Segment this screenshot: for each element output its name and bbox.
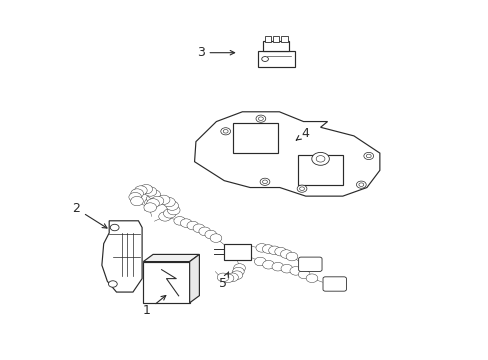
Circle shape [271,262,283,271]
Text: 4: 4 [296,127,309,140]
Circle shape [180,219,192,228]
FancyBboxPatch shape [323,277,346,291]
Circle shape [223,130,227,133]
Circle shape [316,156,325,162]
Circle shape [363,152,373,159]
Circle shape [204,230,216,239]
Circle shape [108,281,117,287]
Bar [224,244,250,260]
Circle shape [210,234,222,242]
Circle shape [255,244,267,252]
Circle shape [274,247,286,256]
Polygon shape [194,112,379,196]
Circle shape [261,57,268,62]
Circle shape [262,260,274,269]
Circle shape [280,250,292,258]
Circle shape [151,196,163,206]
Circle shape [260,178,269,185]
Circle shape [262,245,273,253]
Circle shape [157,195,170,204]
Circle shape [285,252,297,261]
Circle shape [147,190,160,199]
Circle shape [134,186,147,195]
Circle shape [305,274,317,283]
Circle shape [162,197,175,207]
Circle shape [258,117,263,121]
Circle shape [221,128,230,135]
Bar [257,51,294,67]
Circle shape [163,209,176,218]
Text: 2: 2 [72,202,107,228]
Circle shape [222,274,233,283]
Text: 1: 1 [143,296,165,318]
Circle shape [140,184,152,194]
Circle shape [232,267,244,276]
Circle shape [356,181,366,188]
Circle shape [262,180,267,184]
Circle shape [144,187,157,196]
Circle shape [146,199,159,208]
Circle shape [233,264,245,272]
Circle shape [366,154,370,158]
Circle shape [143,203,156,212]
Circle shape [159,212,171,221]
Circle shape [131,189,143,198]
Circle shape [130,197,143,206]
Circle shape [256,115,265,122]
Circle shape [193,224,204,233]
Text: 5: 5 [218,272,228,291]
Circle shape [358,183,363,186]
Bar [233,123,277,153]
Circle shape [299,187,304,190]
Polygon shape [189,255,199,303]
Bar [264,36,270,41]
Circle shape [311,152,329,165]
Circle shape [226,273,238,282]
Text: 3: 3 [196,46,234,59]
Circle shape [289,266,301,275]
Circle shape [110,224,119,231]
Circle shape [230,271,242,279]
Circle shape [174,216,185,225]
Circle shape [129,193,141,202]
Bar [272,36,279,41]
Circle shape [298,270,309,279]
Circle shape [144,198,157,207]
Circle shape [254,257,265,266]
Circle shape [217,273,228,282]
FancyBboxPatch shape [298,257,322,271]
Polygon shape [102,221,142,292]
Polygon shape [143,255,199,262]
Bar [281,36,287,41]
Bar [298,155,342,185]
Circle shape [165,201,178,210]
Circle shape [199,227,210,236]
Circle shape [167,206,180,215]
Circle shape [281,264,292,273]
Bar [263,41,288,51]
Circle shape [268,246,280,255]
Circle shape [146,194,159,203]
Bar [143,262,189,303]
Circle shape [297,185,306,192]
Circle shape [186,221,198,230]
